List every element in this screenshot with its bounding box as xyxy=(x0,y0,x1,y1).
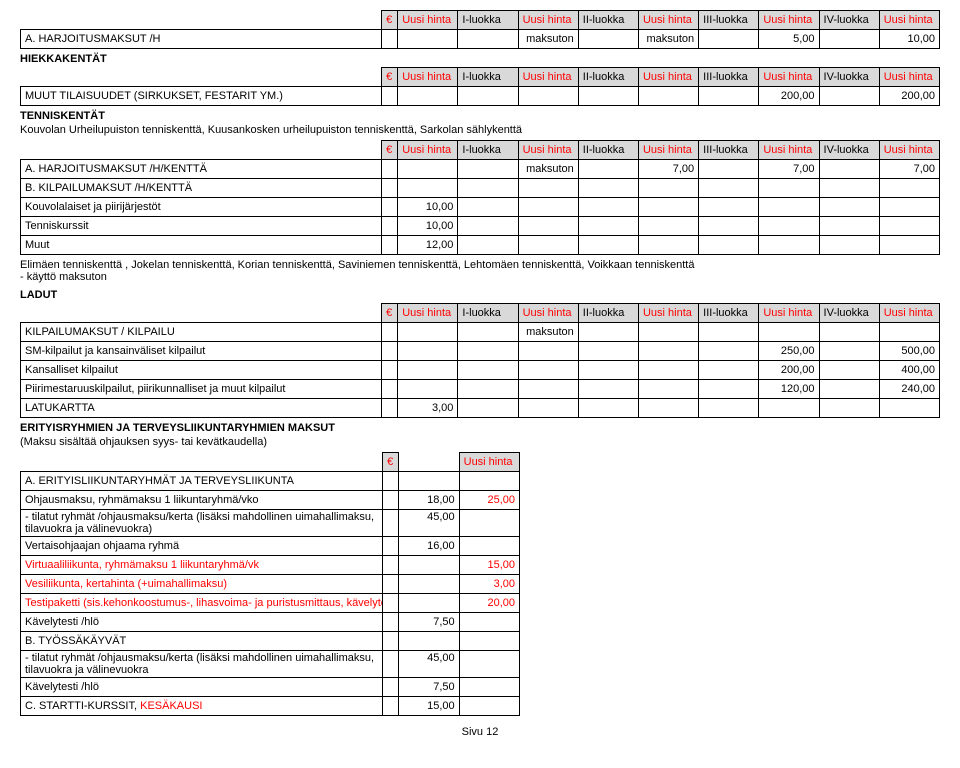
table-row: Kansalliset kilpailut200,00400,00 xyxy=(21,361,940,380)
table-row: Kouvolalaiset ja piirijärjestöt10,00 xyxy=(21,198,940,217)
col-uh: Uusi hinta xyxy=(879,11,939,30)
section-hiekkakentat: HIEKKAKENTÄT xyxy=(20,53,940,65)
table-ladut: € Uusi hinta I-luokka Uusi hinta II-luok… xyxy=(20,303,940,418)
col-uh: Uusi hinta xyxy=(398,11,458,30)
table-row: Piirimestaruuskilpailut, piirikunnallise… xyxy=(21,380,940,399)
table-header-row: € Uusi hinta I-luokka Uusi hinta II-luok… xyxy=(21,141,940,160)
table-header-row: € Uusi hinta I-luokka Uusi hinta II-luok… xyxy=(21,68,940,87)
table-row: Ohjausmaksu, ryhmämaksu 1 liikuntaryhmä/… xyxy=(21,491,520,510)
table-row: Vertaisohjaajan ohjaama ryhmä16,00 xyxy=(21,537,520,556)
table-row: - tilatut ryhmät /ohjausmaksu/kerta (lis… xyxy=(21,510,520,537)
page-footer: Sivu 12 xyxy=(20,726,940,738)
table-row: A. ERITYISLIIKUNTARYHMÄT JA TERVEYSLIIKU… xyxy=(21,472,520,491)
table-tennis: € Uusi hinta I-luokka Uusi hinta II-luok… xyxy=(20,140,940,255)
tennis-subtitle: Kouvolan Urheilupuiston tenniskenttä, Ku… xyxy=(20,124,940,136)
table-row: Testipaketti (sis.kehonkoostumus-, lihas… xyxy=(21,594,520,613)
table-row: Muut12,00 xyxy=(21,236,940,255)
table-row: SM-kilpailut ja kansainväliset kilpailut… xyxy=(21,342,940,361)
col-c4: IV-luokka xyxy=(819,11,879,30)
table-row: - tilatut ryhmät /ohjausmaksu/kerta (lis… xyxy=(21,651,520,678)
col-c3: III-luokka xyxy=(699,11,759,30)
col-euro: € xyxy=(382,11,398,30)
table-header-row: € Uusi hinta I-luokka Uusi hinta II-luok… xyxy=(21,304,940,323)
table-row: B. TYÖSSÄKÄYVÄT xyxy=(21,632,520,651)
table-row: LATUKARTTA3,00 xyxy=(21,399,940,418)
section-ladut: LADUT xyxy=(20,289,940,301)
table-header-row: € Uusi hinta I-luokka Uusi hinta II-luok… xyxy=(21,11,940,30)
tennis-note1: Elimäen tenniskenttä , Jokelan tennisken… xyxy=(20,259,940,271)
section-tennis: TENNISKENTÄT xyxy=(20,110,940,122)
col-uh: Uusi hinta xyxy=(759,11,819,30)
table-row: Kävelytesti /hlö7,50 xyxy=(21,613,520,632)
table-row: Vesiliikunta, kertahinta (+uimahallimaks… xyxy=(21,575,520,594)
tennis-note2: - käyttö maksuton xyxy=(20,271,940,283)
table-row: A. HARJOITUSMAKSUT /H/KENTTÄmaksuton7,00… xyxy=(21,160,940,179)
table-row: Kävelytesti /hlö7,50 xyxy=(21,678,520,697)
col-uh: Uusi hinta xyxy=(638,11,698,30)
table-row: B. KILPAILUMAKSUT /H/KENTTÄ xyxy=(21,179,940,198)
section-erityis: ERITYISRYHMIEN JA TERVEYSLIIKUNTARYHMIEN… xyxy=(20,422,940,434)
col-c1: I-luokka xyxy=(458,11,518,30)
erityis-sub: (Maksu sisältää ohjauksen syys- tai kevä… xyxy=(20,436,940,448)
table-harjoitusmaksut: € Uusi hinta I-luokka Uusi hinta II-luok… xyxy=(20,10,940,49)
col-uh: Uusi hinta xyxy=(518,11,578,30)
table-row: KILPAILUMAKSUT / KILPAILUmaksuton xyxy=(21,323,940,342)
table-row: MUUT TILAISUUDET (SIRKUKSET, FESTARIT YM… xyxy=(21,87,940,106)
table-erityis: € Uusi hinta A. ERITYISLIIKUNTARYHMÄT JA… xyxy=(20,452,520,716)
table-hiekka: € Uusi hinta I-luokka Uusi hinta II-luok… xyxy=(20,67,940,106)
table-row: A. HARJOITUSMAKSUT /Hmaksutonmaksuton5,0… xyxy=(21,30,940,49)
table-row: C. STARTTI-KURSSIT, KESÄKAUSI15,00 xyxy=(21,697,520,716)
table-header-row: € Uusi hinta xyxy=(21,453,520,472)
col-c2: II-luokka xyxy=(578,11,638,30)
table-row: Tenniskurssit10,00 xyxy=(21,217,940,236)
table-row: Virtuaaliliikunta, ryhmämaksu 1 liikunta… xyxy=(21,556,520,575)
